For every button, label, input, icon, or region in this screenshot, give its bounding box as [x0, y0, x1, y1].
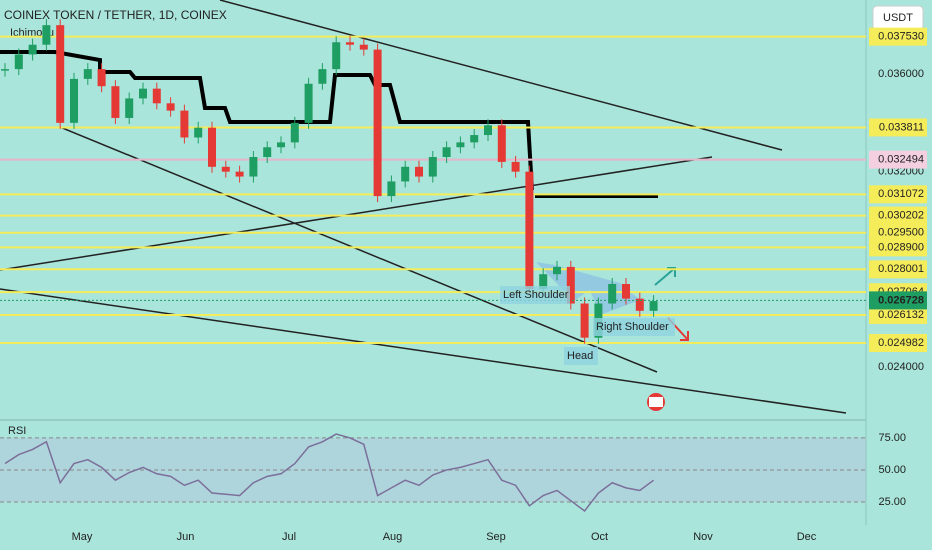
price-label: 0.026728	[878, 294, 924, 306]
annotation-box	[593, 318, 675, 336]
candle	[359, 44, 368, 50]
candle	[401, 166, 410, 182]
candle	[525, 171, 534, 289]
candle	[70, 78, 78, 123]
candle	[553, 266, 561, 275]
x-tick-label: May	[72, 531, 93, 543]
candle	[539, 274, 548, 289]
flag-icon	[649, 397, 663, 407]
currency[interactable]: USDT	[883, 12, 913, 24]
rsi-tick-label: 75.00	[878, 432, 906, 444]
price-label-box	[869, 206, 927, 225]
price-label: 0.024982	[878, 337, 924, 349]
candle	[332, 42, 341, 70]
candle	[111, 86, 120, 118]
candle	[304, 83, 313, 123]
x-tick-label: Sep	[486, 531, 506, 543]
price-label: 0.028001	[878, 263, 924, 275]
price-label: 0.028900	[878, 241, 924, 253]
annotation-box	[500, 286, 570, 304]
x-tick-label: Nov	[693, 531, 713, 543]
candle	[208, 127, 216, 167]
candle	[14, 54, 23, 70]
price-label: 0.030202	[878, 209, 924, 221]
candle	[580, 303, 589, 338]
price-label-box	[869, 118, 927, 137]
price-label-box	[869, 305, 927, 324]
price-label-box	[869, 334, 927, 353]
price-label: 0.037530	[878, 31, 924, 43]
candle	[28, 44, 37, 55]
candle	[649, 301, 658, 311]
candle	[56, 25, 65, 123]
candle	[97, 69, 106, 87]
annotation: Right Shoulder	[596, 321, 669, 333]
price-label-box	[869, 185, 927, 204]
candle	[566, 266, 575, 304]
annotation: Head	[567, 350, 593, 362]
candle	[249, 157, 258, 177]
candle	[635, 298, 644, 311]
trend-lines	[0, 0, 847, 414]
candle	[263, 147, 272, 158]
candle	[166, 103, 175, 111]
y-tick-label: 0.036000	[878, 68, 924, 80]
chart-title: COINEX TOKEN / TETHER, 1D, COINEX	[4, 8, 227, 22]
price-label-box	[869, 223, 927, 242]
candle	[428, 157, 437, 177]
y-tick-label: 0.024000	[878, 361, 924, 373]
candle	[622, 283, 630, 299]
candle	[221, 166, 230, 172]
candle	[42, 25, 51, 45]
candle	[1, 69, 9, 71]
annotation-box	[564, 347, 598, 365]
candle	[346, 42, 354, 45]
x-tick-label: Jul	[282, 531, 296, 543]
price-label: 0.029500	[878, 227, 924, 239]
candle	[139, 88, 147, 99]
candle	[484, 125, 492, 136]
candle	[83, 69, 92, 79]
price-label: 0.033811	[879, 121, 924, 133]
candle	[180, 110, 189, 138]
candle	[387, 181, 396, 197]
candle	[608, 283, 617, 304]
price-label: 0.032494	[878, 154, 924, 166]
x-tick-label: Oct	[591, 531, 608, 543]
candle	[511, 161, 520, 172]
price-label-box	[869, 150, 927, 169]
candle	[470, 135, 479, 143]
price-label-box	[869, 291, 927, 310]
price-label: 0.031072	[878, 188, 924, 200]
x-tick-label: Dec	[797, 531, 817, 543]
x-tick-label: Aug	[383, 531, 403, 543]
price-label: 0.026132	[878, 309, 924, 321]
price-label-box	[869, 27, 927, 46]
up-arrow	[654, 267, 676, 286]
candle	[373, 49, 382, 197]
candle	[152, 88, 161, 104]
x-tick-label: Jun	[177, 531, 195, 543]
candle	[442, 147, 451, 158]
price-label-box	[869, 238, 927, 257]
price-label-box	[869, 260, 927, 279]
candle	[235, 171, 244, 177]
candle	[318, 69, 327, 84]
rsi-line	[4, 433, 655, 512]
candle	[277, 142, 285, 148]
candle	[456, 142, 465, 148]
rsi-title: RSI	[8, 425, 26, 437]
candle	[290, 122, 299, 143]
rsi-tick-label: 25.00	[878, 496, 906, 508]
candle	[497, 125, 506, 162]
rsi-tick-label: 50.00	[878, 464, 906, 476]
candle	[415, 166, 423, 177]
candle	[125, 98, 134, 118]
candle	[194, 127, 203, 138]
annotation: Left Shoulder	[503, 289, 569, 301]
